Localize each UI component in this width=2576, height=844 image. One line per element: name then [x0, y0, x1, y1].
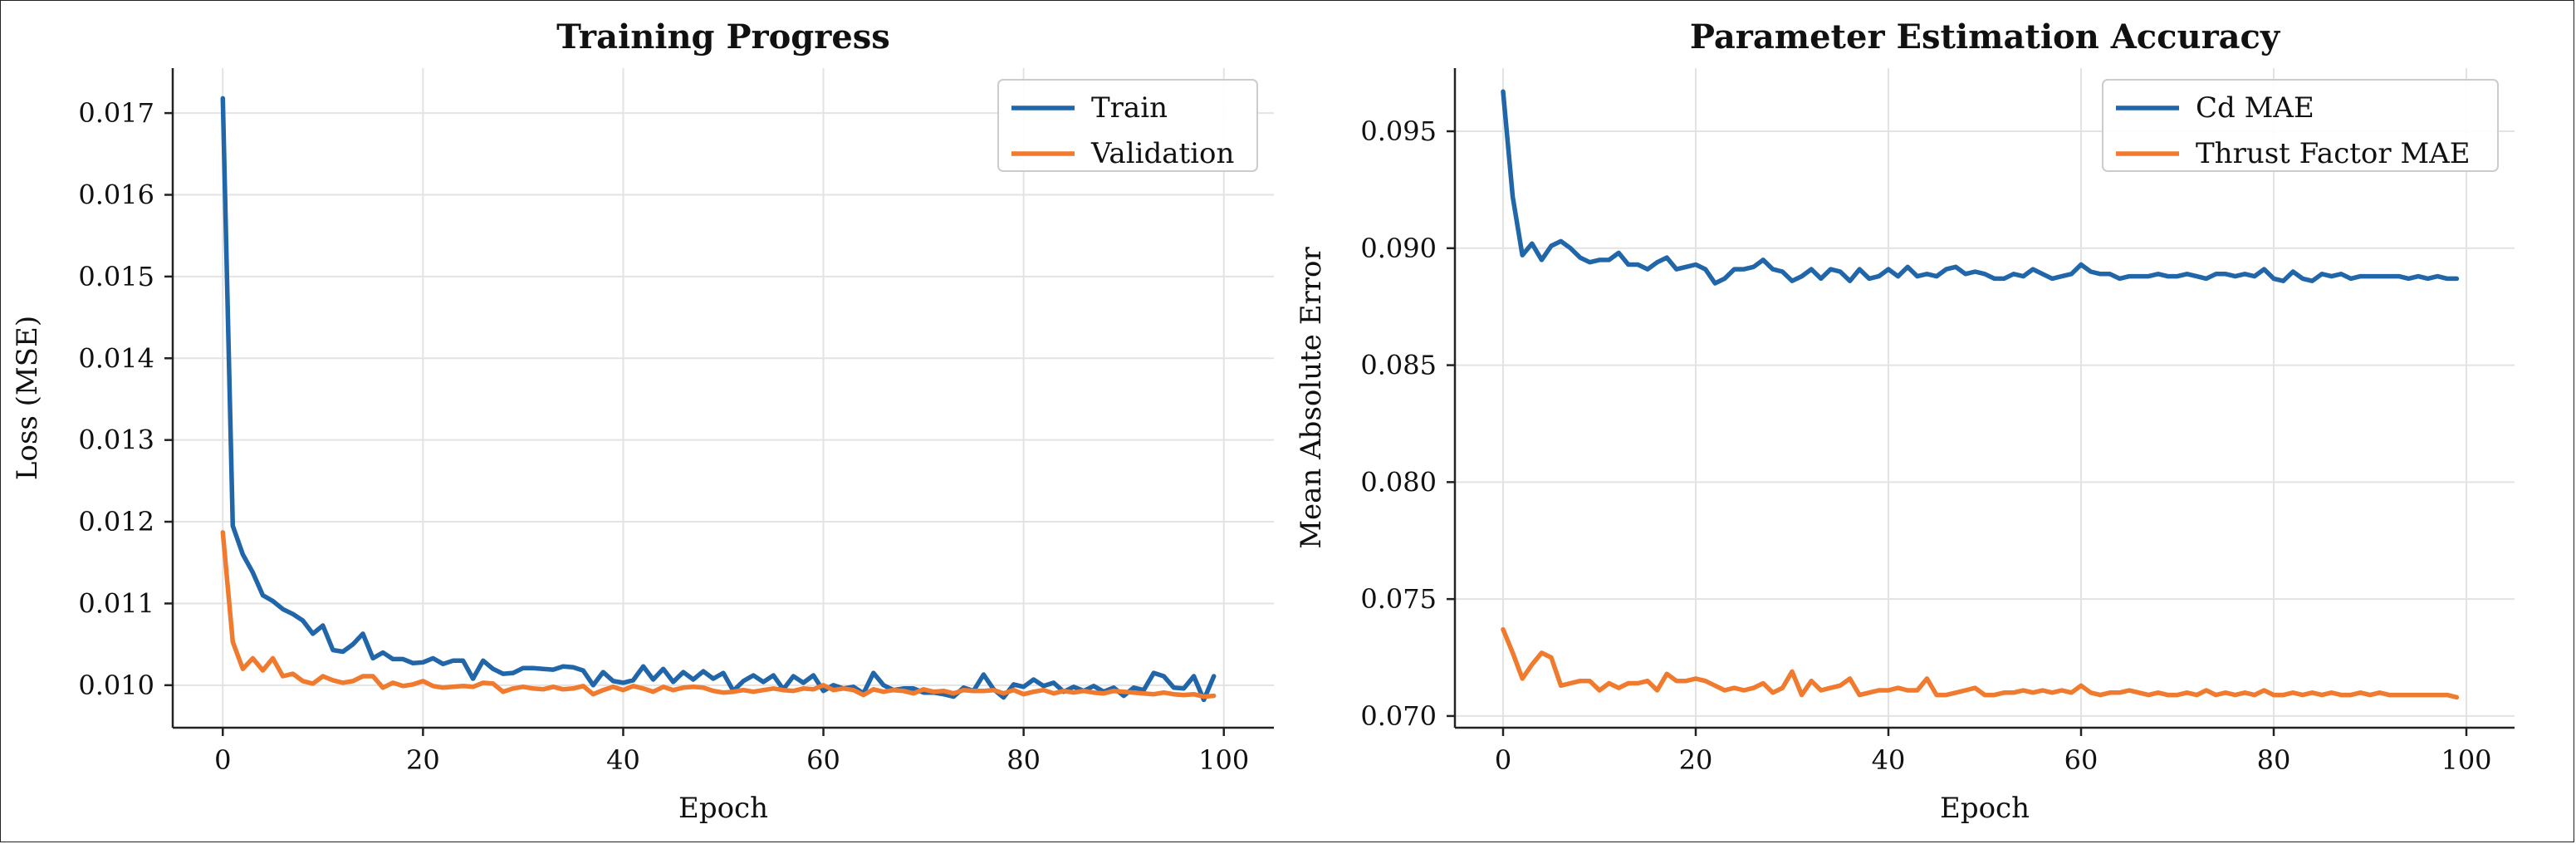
y-tick-label: 0.085 [1360, 350, 1437, 381]
chart-title: Parameter Estimation Accuracy [1690, 17, 2281, 56]
y-axis-label: Loss (MSE) [11, 316, 44, 480]
series-line-thrust-factor-mae [1501, 626, 2460, 700]
legend-label: Cd MAE [2196, 91, 2314, 125]
y-tick-label: 0.080 [1360, 466, 1437, 498]
x-tick-label: 40 [606, 744, 640, 776]
y-tick-label: 0.095 [1360, 115, 1437, 147]
y-tick-label: 0.015 [78, 261, 154, 292]
y-tick-label: 0.013 [78, 424, 154, 456]
legend-label: Thrust Factor MAE [2196, 137, 2471, 170]
series-line-validation [220, 530, 1217, 699]
y-tick-label: 0.011 [78, 587, 154, 619]
series-line-train [220, 96, 1217, 703]
y-tick-label: 0.012 [78, 506, 154, 537]
y-tick-label: 0.017 [78, 97, 154, 129]
legend-label: Train [1091, 91, 1168, 125]
legend-label: Validation [1090, 137, 1234, 170]
parameter-accuracy-chart: 0 20 40 60 80 100 0.070 0.075 0.080 0.085 0.090 0.0… [1295, 17, 2515, 825]
x-tick-label: 60 [2064, 744, 2099, 776]
legend-box [997, 79, 1258, 172]
x-axis-label: Epoch [678, 792, 768, 825]
y-axis-label: Mean Absolute Error [1295, 246, 1328, 548]
x-tick-label: 0 [1495, 744, 1511, 776]
x-tick-label: 60 [806, 744, 840, 776]
legend-box [2102, 79, 2499, 172]
y-tick-label: 0.016 [78, 179, 154, 211]
x-tick-label: 40 [1872, 744, 1906, 776]
x-axis-label: Epoch [1940, 792, 2030, 825]
series-line-cd-mae [1501, 89, 2460, 286]
chart-title: Training Progress [556, 17, 890, 56]
x-tick-label: 100 [1198, 744, 1249, 776]
x-tick-label: 100 [2441, 744, 2491, 776]
y-tick-label: 0.070 [1360, 700, 1437, 732]
x-tick-label: 20 [406, 744, 440, 776]
x-tick-label: 0 [214, 744, 231, 776]
training-progress-chart: 0 20 40 60 80 100 0.010 0.011 0.012 0.013 0.014 0.0… [11, 17, 1274, 825]
y-tick-label: 0.010 [78, 670, 154, 701]
x-tick-label: 20 [1679, 744, 1713, 776]
x-tick-label: 80 [2257, 744, 2291, 776]
y-tick-label: 0.014 [78, 342, 154, 374]
x-tick-label: 80 [1006, 744, 1041, 776]
y-tick-label: 0.090 [1360, 233, 1437, 264]
y-tick-label: 0.075 [1360, 583, 1437, 615]
